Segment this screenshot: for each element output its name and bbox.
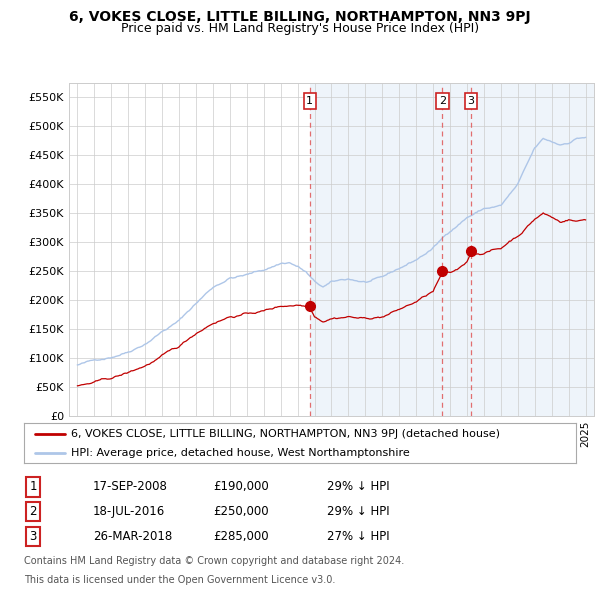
Text: Contains HM Land Registry data © Crown copyright and database right 2024.: Contains HM Land Registry data © Crown c… — [24, 556, 404, 566]
Text: 1: 1 — [307, 96, 313, 106]
Text: Price paid vs. HM Land Registry's House Price Index (HPI): Price paid vs. HM Land Registry's House … — [121, 22, 479, 35]
Text: This data is licensed under the Open Government Licence v3.0.: This data is licensed under the Open Gov… — [24, 575, 335, 585]
Text: 26-MAR-2018: 26-MAR-2018 — [93, 530, 172, 543]
Text: 17-SEP-2008: 17-SEP-2008 — [93, 480, 168, 493]
Text: 2: 2 — [29, 505, 37, 518]
Bar — [310, 83, 594, 416]
Text: 29% ↓ HPI: 29% ↓ HPI — [327, 505, 389, 518]
Text: 6, VOKES CLOSE, LITTLE BILLING, NORTHAMPTON, NN3 9PJ (detached house): 6, VOKES CLOSE, LITTLE BILLING, NORTHAMP… — [71, 430, 500, 440]
Text: 3: 3 — [467, 96, 475, 106]
Text: 29% ↓ HPI: 29% ↓ HPI — [327, 480, 389, 493]
Text: 6, VOKES CLOSE, LITTLE BILLING, NORTHAMPTON, NN3 9PJ: 6, VOKES CLOSE, LITTLE BILLING, NORTHAMP… — [69, 10, 531, 24]
Text: £285,000: £285,000 — [213, 530, 269, 543]
Text: 3: 3 — [29, 530, 37, 543]
Text: £190,000: £190,000 — [213, 480, 269, 493]
Text: £250,000: £250,000 — [213, 505, 269, 518]
Text: 18-JUL-2016: 18-JUL-2016 — [93, 505, 165, 518]
Text: 2: 2 — [439, 96, 446, 106]
Text: HPI: Average price, detached house, West Northamptonshire: HPI: Average price, detached house, West… — [71, 448, 410, 458]
Text: 27% ↓ HPI: 27% ↓ HPI — [327, 530, 389, 543]
Text: 1: 1 — [29, 480, 37, 493]
